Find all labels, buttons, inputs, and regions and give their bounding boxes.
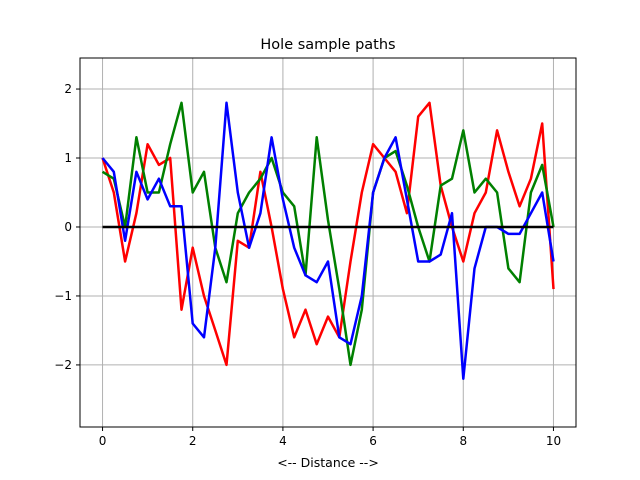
chart-title: Hole sample paths (260, 37, 395, 53)
x-tick-label: 10 (546, 434, 561, 448)
x-tick-label: 0 (99, 434, 107, 448)
axes-frame (79, 57, 577, 428)
x-tick-label: 4 (279, 434, 287, 448)
x-tick-label: 8 (459, 434, 467, 448)
y-tick-label: 0 (64, 220, 72, 234)
y-tick-label: −1 (54, 289, 72, 303)
blue-path-line (101, 101, 555, 380)
y-tick-label: 1 (64, 151, 72, 165)
x-axis-label: <-- Distance --> (277, 455, 379, 470)
ticks: 0 2 4 6 8 10 −2 −1 0 1 2 (54, 82, 561, 448)
red-path-line (101, 101, 555, 367)
green-path-line (101, 101, 555, 367)
x-tick-label: 2 (189, 434, 197, 448)
series-group (101, 101, 555, 380)
x-tick-label: 6 (369, 434, 377, 448)
y-tick-label: −2 (54, 358, 72, 372)
y-tick-label: 2 (64, 82, 72, 96)
